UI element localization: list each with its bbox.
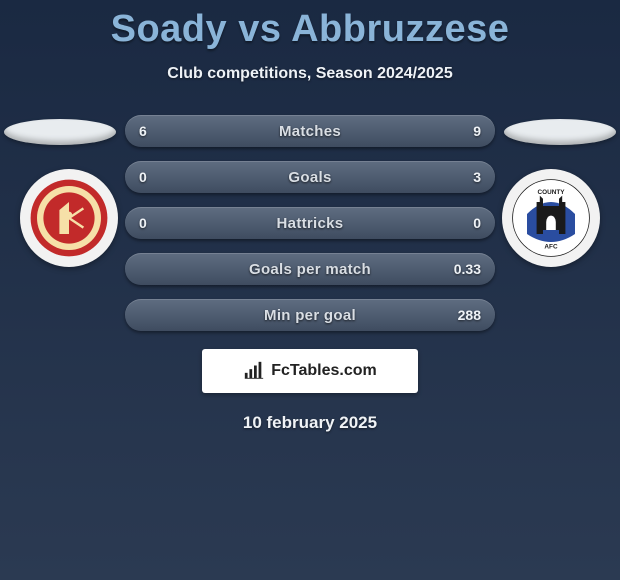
right-club-badge: COUNTY AFC: [502, 169, 600, 267]
stat-row: 6 Matches 9: [125, 115, 495, 147]
stat-label: Min per goal: [264, 307, 356, 324]
stat-right-value: 0: [441, 215, 481, 231]
stat-label: Goals per match: [249, 261, 371, 278]
stat-row: 0 Hattricks 0: [125, 207, 495, 239]
svg-text:AFC: AFC: [544, 243, 558, 250]
stat-right-value: 3: [441, 169, 481, 185]
stat-label: Goals: [288, 169, 331, 186]
club-crest-left-icon: [29, 178, 109, 258]
stat-rows-container: 6 Matches 9 0 Goals 3 0 Hattricks 0 Goal…: [125, 115, 495, 331]
stat-left-value: 0: [139, 169, 179, 185]
club-crest-right-icon: COUNTY AFC: [511, 178, 591, 258]
stat-left-value: 0: [139, 215, 179, 231]
left-player-platform: [4, 119, 116, 145]
snapshot-date: 10 february 2025: [0, 413, 620, 433]
stat-right-value: 9: [441, 123, 481, 139]
stat-right-value: 0.33: [441, 261, 481, 277]
stat-row: Min per goal 288: [125, 299, 495, 331]
page-subtitle: Club competitions, Season 2024/2025: [0, 65, 620, 83]
comparison-content: COUNTY AFC 6 Matches 9 0 Goals 3 0 Hattr…: [0, 115, 620, 433]
chart-bars-icon: [243, 360, 265, 382]
stat-row: Goals per match 0.33: [125, 253, 495, 285]
stat-label: Matches: [279, 123, 341, 140]
page-title: Soady vs Abbruzzese: [0, 0, 620, 51]
left-club-badge: [20, 169, 118, 267]
stat-row: 0 Goals 3: [125, 161, 495, 193]
branding-box[interactable]: FcTables.com: [202, 349, 418, 393]
branding-text: FcTables.com: [271, 362, 377, 380]
stat-left-value: 6: [139, 123, 179, 139]
stat-label: Hattricks: [277, 215, 344, 232]
stat-right-value: 288: [441, 307, 481, 323]
right-player-platform: [504, 119, 616, 145]
svg-text:COUNTY: COUNTY: [538, 189, 566, 196]
